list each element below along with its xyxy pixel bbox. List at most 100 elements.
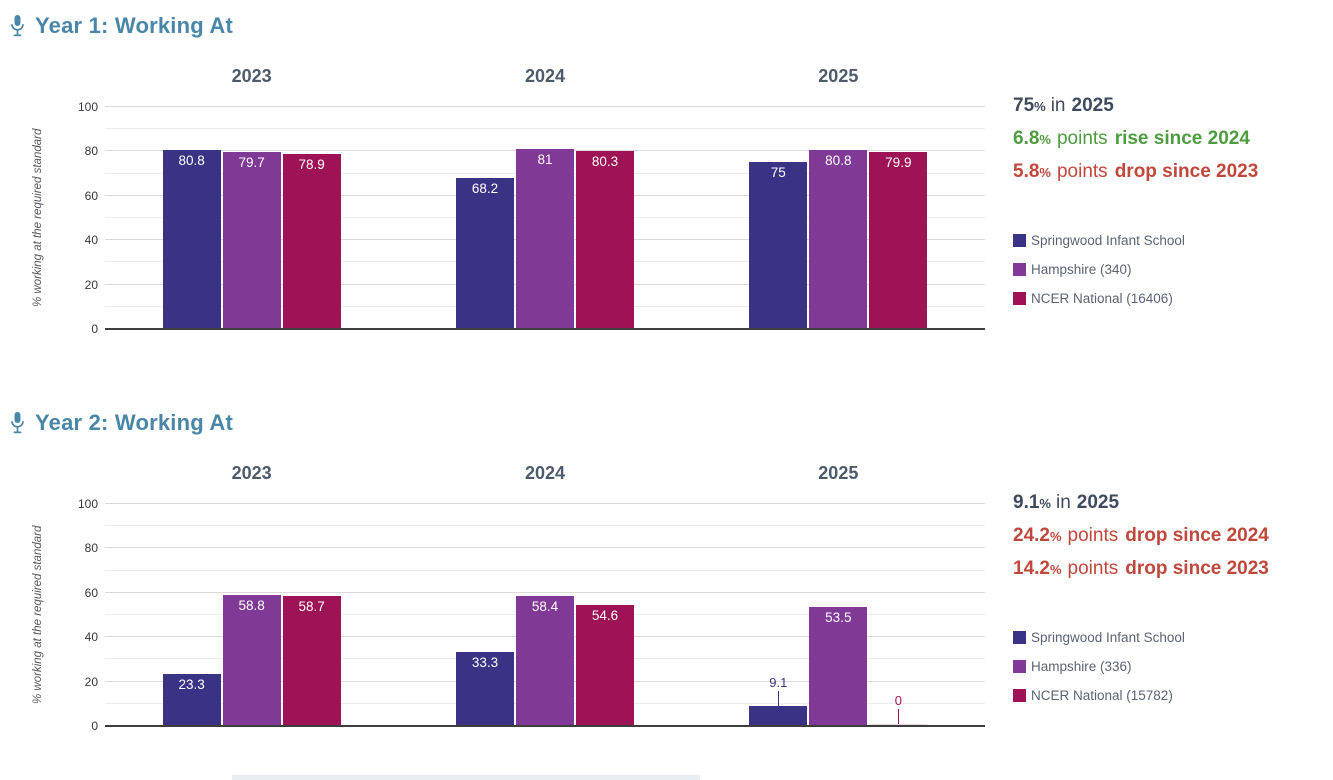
bar-value-label: 9.1 — [769, 675, 788, 690]
bar-group-2025: 9.1 53.5 0 — [692, 504, 985, 726]
y-tick-label: 100 — [77, 100, 98, 114]
bar: 58.7 — [282, 596, 341, 726]
y-axis-ticks: 0 20 40 60 80 100 — [0, 497, 98, 733]
gridline — [105, 128, 985, 130]
y-tick-label: 20 — [84, 277, 98, 292]
percent-sign: % — [1049, 529, 1062, 544]
legend-swatch — [1013, 291, 1026, 305]
bar: 58.4 — [515, 596, 574, 726]
y-tick-label: 80 — [84, 541, 98, 556]
bar-slot: 23.3 — [162, 504, 221, 726]
bar-slot: 80.8 — [162, 107, 221, 329]
x-axis-baseline — [105, 328, 985, 330]
summary-delta-drop: 5.8% points drop since 2023 — [1013, 161, 1329, 184]
bar-value-label: 23.3 — [178, 677, 205, 692]
gridline — [105, 547, 985, 549]
bar: 81 — [515, 149, 574, 329]
legend-label: Hampshire (336) — [1031, 658, 1132, 674]
legend: Springwood Infant School Hampshire (336) N… — [1013, 630, 1185, 717]
delta-value: 14.2 — [1013, 558, 1050, 579]
microphone-icon[interactable] — [9, 411, 26, 435]
section-title: Year 2: Working At — [35, 410, 233, 435]
plot-area: 23.3 58.8 58.7 33.3 58.4 54.6 9.1 53.5 0 — [105, 503, 985, 727]
legend-item: Springwood Infant School — [1013, 233, 1185, 248]
percent-sign: % — [1039, 132, 1051, 147]
label-leader-line — [898, 709, 900, 724]
in-word: in — [1055, 492, 1071, 513]
bar-slot: 53.5 — [809, 504, 868, 726]
bar-group-2024: 68.2 81 80.3 — [398, 107, 691, 329]
bar: 80.8 — [809, 150, 868, 329]
legend-swatch — [1013, 659, 1026, 673]
legend-label: NCER National (15782) — [1031, 687, 1173, 703]
headline-value: 9.1 — [1013, 492, 1040, 513]
bar-slot: 80.3 — [575, 107, 634, 329]
bar-group-2024: 33.3 58.4 54.6 — [398, 504, 691, 726]
legend-swatch — [1013, 233, 1026, 247]
gridline — [105, 503, 985, 504]
bar: 79.9 — [869, 152, 928, 329]
y-tick-label: 60 — [84, 188, 98, 203]
section-header: Year 2: Working At — [9, 410, 233, 436]
bar — [749, 706, 808, 726]
legend-item: Hampshire (340) — [1013, 261, 1185, 277]
bar: 80.8 — [162, 150, 221, 329]
percent-sign: % — [1039, 496, 1051, 511]
summary-panel: 9.1% in 2025 24.2% points drop since 2024 14.… — [1013, 492, 1329, 703]
chart-section: Year 2: Working At 2023 2024 2025 % workin… — [0, 397, 1333, 780]
bar-slot: 58.8 — [222, 504, 281, 726]
bar-slot: 58.7 — [282, 504, 341, 726]
headline-year: 2025 — [1071, 95, 1114, 116]
bar-group-2023: 80.8 79.7 78.9 — [105, 107, 398, 329]
summary-panel: 75% in 2025 6.8% points rise since 2024 5.8% p… — [1013, 95, 1329, 306]
x-axis-baseline — [105, 725, 985, 727]
delta-value: 6.8 — [1013, 128, 1040, 149]
bar-groups: 80.8 79.7 78.9 68.2 81 80.3 75 80.8 79.9 — [105, 107, 985, 329]
legend-swatch — [1013, 262, 1026, 276]
bar-value-label: 68.2 — [471, 181, 499, 196]
bar-value-label: 81 — [537, 152, 553, 167]
delta-direction-text: drop since 2024 — [1125, 525, 1269, 546]
summary-deltas: 24.2% points drop since 2024 14.2% points dro… — [1013, 525, 1329, 581]
bar-slot: 81 — [515, 107, 574, 329]
bar-value-label: 79.9 — [885, 155, 912, 170]
gridline — [105, 106, 985, 107]
group-year-label: 2023 — [231, 66, 272, 86]
points-word: points — [1067, 558, 1119, 579]
y-tick-label: 40 — [84, 233, 98, 248]
legend-item: NCER National (16406) — [1013, 291, 1185, 306]
y-tick-label: 0 — [91, 322, 98, 336]
percent-sign: % — [1049, 562, 1062, 577]
bar-slot: 58.4 — [515, 504, 574, 726]
bar-slot: 0 — [869, 504, 928, 726]
summary-delta-rise: 6.8% points rise since 2024 — [1013, 128, 1329, 151]
bar-slot: 79.7 — [222, 107, 281, 329]
bar: 78.9 — [282, 154, 341, 329]
bar-slot: 9.1 — [749, 504, 808, 726]
bar-value-label: 80.8 — [825, 153, 852, 168]
legend-label: Springwood Infant School — [1031, 629, 1185, 645]
section-title: Year 1: Working At — [35, 13, 233, 38]
bar: 68.2 — [455, 178, 514, 329]
label-leader-line — [778, 691, 780, 706]
y-axis-ticks: 0 20 40 60 80 100 — [0, 100, 98, 336]
y-tick-label: 60 — [84, 585, 98, 600]
bar: 79.7 — [222, 152, 281, 329]
gridline — [105, 591, 985, 593]
bar: 58.8 — [222, 595, 281, 726]
summary-deltas: 6.8% points rise since 2024 5.8% points drop … — [1013, 128, 1329, 184]
points-word: points — [1056, 161, 1108, 182]
bar-group-2025: 75 80.8 79.9 — [692, 107, 985, 329]
y-tick-label: 20 — [84, 674, 98, 689]
delta-value: 5.8 — [1013, 161, 1040, 182]
partial-bottom-element — [232, 775, 700, 780]
points-word: points — [1067, 525, 1119, 546]
y-tick-label: 0 — [91, 719, 98, 733]
bar-slot: 33.3 — [455, 504, 514, 726]
bar-group-2023: 23.3 58.8 58.7 — [105, 504, 398, 726]
bar-value-label: 58.4 — [531, 599, 559, 614]
microphone-icon[interactable] — [9, 14, 26, 38]
legend-label: Hampshire (340) — [1031, 261, 1132, 277]
bar: 75 — [749, 162, 808, 329]
year-header-row: 2023 2024 2025 — [105, 463, 985, 484]
